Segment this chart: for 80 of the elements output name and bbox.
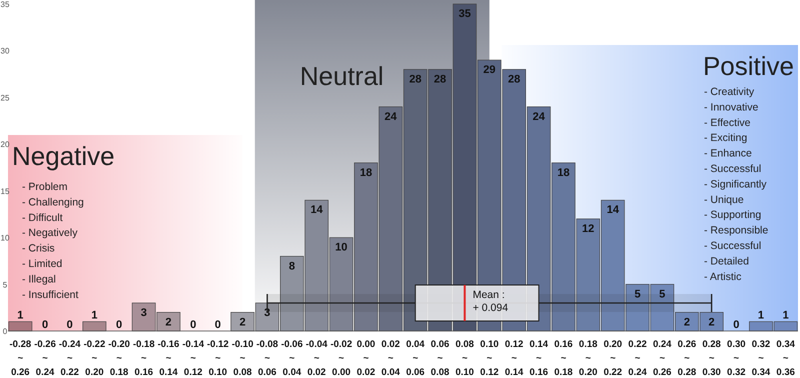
x-tick-label: 0.22 ~ 0.24	[628, 339, 648, 378]
x-tick-label: 0.30 ~ 0.32	[727, 339, 746, 378]
x-tick-label: -0.04 ~ 0.02	[306, 339, 328, 378]
data-label: 24	[384, 110, 398, 123]
x-tick-label: 0.06 ~ 0.08	[430, 339, 450, 378]
data-label: 0	[733, 319, 740, 331]
x-tick-label: 0.02 ~ 0.04	[381, 339, 401, 378]
x-tick-label: -0.18 ~ 0.16	[132, 339, 155, 378]
data-label: 14	[310, 204, 324, 216]
data-label: 0	[42, 319, 48, 331]
data-label: 0	[190, 319, 196, 331]
y-tick-label: 35	[0, 0, 10, 9]
data-label: 18	[360, 166, 372, 179]
y-tick-label: 5	[2, 280, 8, 290]
x-tick-label: 0.28 ~ 0.30	[702, 339, 721, 378]
band-label: Neutral	[300, 61, 384, 91]
data-label: 3	[264, 306, 270, 319]
x-tick-label: 0.32 ~ 0.34	[752, 339, 771, 378]
data-label: 5	[659, 288, 666, 300]
data-label: 1	[758, 310, 764, 322]
data-label: 5	[634, 288, 641, 300]
x-tick-label: -0.02 ~ 0.00	[330, 339, 352, 378]
data-label: 28	[409, 73, 422, 86]
x-tick-label: -0.28 ~ 0.26	[10, 339, 32, 378]
y-tick-label: 30	[0, 46, 10, 56]
x-tick-label: -0.22 ~ 0.20	[84, 339, 106, 378]
y-tick-label: 10	[0, 234, 10, 243]
y-tick-label: 20	[0, 140, 10, 150]
data-label: 2	[684, 316, 690, 328]
text: - Creativity - Innovative - Effective - Exciting - Enhance - Successful - Significantly - Unique - Supporting - Responsible - Successful - Detailed - Artistic	[704, 86, 768, 283]
x-tick-label: -0.16 ~ 0.14	[158, 339, 180, 378]
x-tick-label: 0.00 ~ 0.02	[356, 339, 376, 378]
x-tick-label: 0.20 ~ 0.22	[604, 339, 622, 378]
x-tick-label: -0.20 ~ 0.18	[108, 339, 130, 378]
x-tick-label: -0.24 ~ 0.22	[58, 339, 82, 378]
x-tick-label: -0.12 ~ 0.10	[207, 339, 229, 378]
data-label: 1	[782, 310, 789, 322]
bar	[82, 321, 106, 332]
data-label: 35	[458, 8, 471, 20]
ref-line-label: Mean : + 0.094	[472, 289, 508, 314]
data-label: 28	[434, 73, 446, 86]
x-tick-label: -0.26 ~ 0.24	[34, 339, 56, 378]
data-label: 18	[557, 166, 570, 179]
x-tick-label: -0.06 ~ 0.04	[281, 339, 303, 378]
data-label: 12	[582, 222, 594, 235]
x-tick-label: 0.24 ~ 0.26	[652, 339, 672, 378]
data-label: 3	[140, 306, 147, 319]
x-tick-label: 0.14 ~ 0.16	[530, 339, 549, 378]
y-tick-label: 25	[0, 93, 10, 102]
data-label: 24	[532, 110, 546, 123]
data-label: 2	[239, 316, 246, 328]
y-tick-label: 0	[2, 327, 8, 336]
x-tick-label: 0.16 ~ 0.18	[554, 339, 573, 378]
data-label: 28	[508, 73, 520, 86]
x-tick-label: 0.04 ~ 0.06	[406, 339, 426, 378]
data-label: 10	[335, 242, 348, 254]
band-label: Positive	[702, 51, 794, 81]
x-tick-label: 0.10 ~ 0.12	[480, 339, 499, 378]
data-label: 29	[483, 64, 496, 76]
data-label: 0	[214, 319, 221, 331]
data-label: 1	[17, 310, 24, 322]
data-label: 0	[116, 319, 122, 331]
bar	[8, 321, 32, 332]
x-tick-label: 0.26 ~ 0.28	[678, 339, 696, 378]
data-label: 2	[708, 316, 715, 328]
x-tick-label: -0.08 ~ 0.06	[256, 339, 278, 378]
x-tick-label: -0.14 ~ 0.12	[182, 339, 205, 378]
data-label: 1	[91, 310, 98, 322]
data-label: 8	[288, 260, 295, 272]
x-tick-label: 0.34 ~ 0.36	[776, 339, 796, 378]
data-label: 14	[606, 204, 620, 216]
data-label: 2	[165, 316, 172, 328]
annotation: - Problem - Challenging - Difficult - Negatively - Crisis - Limited - Illegal - Insufficient	[22, 181, 84, 301]
x-tick-label: 0.18 ~ 0.20	[578, 339, 598, 378]
band-label: Negative	[12, 141, 115, 171]
x-tick-label: 0.08 ~ 0.10	[455, 339, 474, 378]
x-tick-label: 0.12 ~ 0.14	[504, 339, 524, 378]
y-tick-label: 15	[0, 186, 10, 196]
data-label: 0	[66, 319, 73, 331]
x-tick-label: -0.10 ~ 0.08	[232, 339, 254, 378]
